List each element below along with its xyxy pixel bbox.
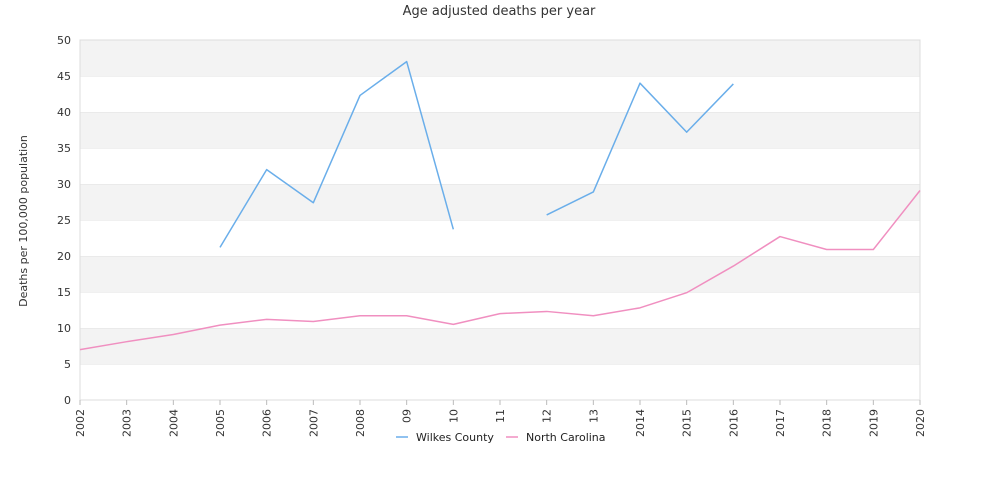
grid-band <box>80 112 920 148</box>
series <box>79 190 921 351</box>
x-tick-label: 2014 <box>634 409 647 437</box>
y-tick-label: 20 <box>57 250 71 263</box>
y-tick-label: 10 <box>57 322 71 335</box>
grid-band <box>80 256 920 292</box>
x-tick-label: 11 <box>494 409 507 423</box>
x-axis-ticks: 2002 2003 2004 2005 2006 2007 2008 09 10 11 12 13 20… <box>74 400 927 437</box>
grid-band <box>80 220 920 256</box>
x-tick-label: 09 <box>401 409 414 423</box>
x-tick-label: 2006 <box>261 409 274 437</box>
grid-bands <box>80 39 920 400</box>
y-tick-label: 0 <box>64 394 71 407</box>
x-tick-label: 12 <box>541 409 554 423</box>
x-tick-label: 2020 <box>914 409 927 437</box>
x-tick-label: 2007 <box>307 409 320 437</box>
x-tick-label: 2015 <box>681 409 694 437</box>
x-tick-label: 2016 <box>727 409 740 437</box>
y-tick-label: 15 <box>57 286 71 299</box>
y-axis-label: Deaths per 100,000 population <box>17 135 30 307</box>
y-tick-label: 5 <box>64 358 71 371</box>
legend-item: North Carolina <box>506 431 606 444</box>
series <box>219 60 734 248</box>
legend: Wilkes County North Carolina <box>396 431 606 444</box>
x-tick-label: 10 <box>447 409 460 423</box>
grid-band <box>80 328 920 364</box>
x-tick-label: 2004 <box>167 409 180 437</box>
legend-label: North Carolina <box>526 431 606 444</box>
y-axis-ticks: 0 5 10 15 20 25 30 35 40 45 50 <box>57 34 71 407</box>
y-tick-label: 30 <box>57 178 71 191</box>
grid-band <box>80 292 920 328</box>
grid-band <box>80 148 920 184</box>
y-tick-label: 50 <box>57 34 71 47</box>
x-tick-label: 2019 <box>867 409 880 437</box>
series-line-segment <box>79 190 921 351</box>
x-tick-label: 2008 <box>354 409 367 437</box>
grid-band <box>80 364 920 400</box>
series-line-segment <box>546 82 734 216</box>
series-lines <box>79 60 921 351</box>
series-line-segment <box>219 60 455 248</box>
y-tick-label: 45 <box>57 70 71 83</box>
y-tick-label: 25 <box>57 214 71 227</box>
y-tick-label: 35 <box>57 142 71 155</box>
x-tick-label: 2017 <box>774 409 787 437</box>
x-tick-label: 2005 <box>214 409 227 437</box>
x-tick-label: 2002 <box>74 409 87 437</box>
chart-title: Age adjusted deaths per year <box>403 4 596 19</box>
legend-item: Wilkes County <box>396 431 494 444</box>
legend-label: Wilkes County <box>416 431 494 444</box>
grid-band <box>80 184 920 220</box>
grid-band <box>80 76 920 112</box>
x-tick-label: 2003 <box>121 409 134 437</box>
y-tick-label: 40 <box>57 106 71 119</box>
x-tick-label: 13 <box>587 409 600 423</box>
grid-band <box>80 40 920 76</box>
x-tick-label: 2018 <box>821 409 834 437</box>
